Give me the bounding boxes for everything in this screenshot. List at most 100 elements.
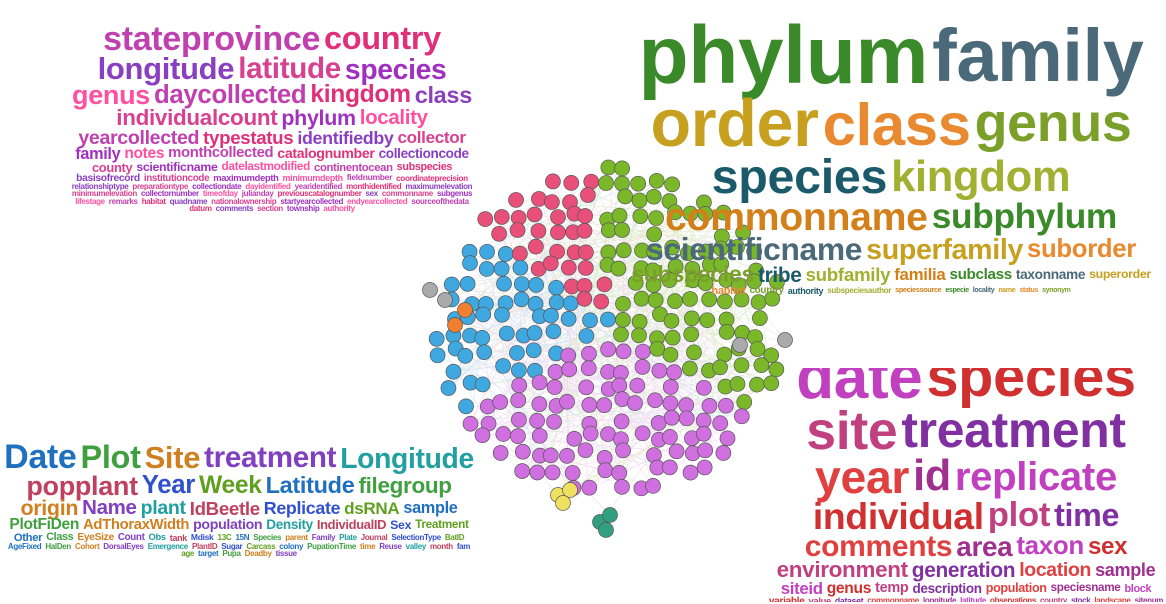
node bbox=[492, 394, 509, 410]
node bbox=[763, 375, 780, 392]
word: datelastmodified bbox=[221, 160, 311, 174]
node bbox=[664, 239, 681, 256]
edge bbox=[539, 298, 585, 456]
node bbox=[749, 341, 766, 357]
node bbox=[746, 243, 763, 260]
word: stock bbox=[1071, 596, 1091, 602]
word: locality bbox=[359, 106, 428, 130]
node bbox=[686, 344, 702, 361]
node bbox=[510, 428, 526, 445]
edge bbox=[534, 214, 738, 248]
word: Mdisk bbox=[190, 531, 214, 542]
node bbox=[459, 275, 476, 292]
node bbox=[531, 374, 548, 391]
node bbox=[495, 358, 511, 374]
word: year bbox=[815, 450, 910, 503]
word: Species bbox=[253, 533, 282, 543]
node bbox=[580, 187, 596, 203]
word: speciesname bbox=[1050, 581, 1121, 595]
word: daycollected bbox=[153, 80, 307, 109]
node bbox=[560, 347, 577, 364]
word: maximumdepth bbox=[213, 173, 279, 184]
node bbox=[509, 222, 526, 238]
word: Deadby bbox=[244, 549, 272, 559]
word: block bbox=[1124, 582, 1152, 595]
node bbox=[546, 413, 562, 430]
node bbox=[576, 291, 593, 307]
node bbox=[492, 445, 509, 461]
word: replicate bbox=[954, 454, 1117, 499]
word: landscape bbox=[1094, 596, 1131, 602]
word: population bbox=[985, 581, 1047, 596]
word: Journal bbox=[360, 533, 388, 543]
node bbox=[663, 409, 680, 426]
node bbox=[478, 261, 495, 277]
edge bbox=[521, 319, 708, 472]
node bbox=[550, 224, 566, 241]
node bbox=[645, 188, 662, 205]
word: class bbox=[822, 90, 971, 158]
word: Pupa bbox=[222, 549, 241, 559]
word: authority bbox=[323, 204, 355, 214]
word: subgenus bbox=[436, 189, 473, 199]
node bbox=[695, 425, 712, 442]
node bbox=[581, 479, 598, 496]
word: monthidentified bbox=[346, 182, 402, 192]
edge bbox=[539, 435, 658, 468]
node bbox=[610, 260, 627, 277]
node bbox=[578, 244, 594, 261]
node bbox=[548, 294, 565, 311]
word: description bbox=[912, 580, 982, 596]
edge bbox=[469, 251, 727, 406]
word: institutioncode bbox=[143, 172, 210, 184]
node bbox=[428, 330, 445, 347]
node bbox=[508, 192, 524, 208]
word: scientificname bbox=[646, 231, 863, 268]
word: Emergence bbox=[147, 541, 189, 551]
word: Year bbox=[141, 471, 196, 500]
word-cloud: phylum family order class genus species kingdo… bbox=[620, 2, 1162, 312]
node bbox=[512, 245, 528, 262]
node bbox=[646, 226, 663, 243]
word: nationalownership bbox=[211, 196, 277, 206]
word-cloud: date species site treatment year id replicate i… bbox=[766, 368, 1166, 602]
word: Density bbox=[266, 517, 313, 533]
node bbox=[560, 259, 577, 276]
word: Family bbox=[311, 533, 336, 543]
node bbox=[474, 427, 491, 443]
edge bbox=[505, 302, 590, 425]
node bbox=[600, 311, 616, 328]
node bbox=[566, 431, 583, 447]
word: Other bbox=[13, 531, 43, 544]
word: Count bbox=[117, 532, 145, 544]
edge bbox=[501, 213, 706, 270]
word: sample bbox=[403, 498, 458, 517]
node bbox=[699, 312, 716, 329]
word: commonname bbox=[665, 195, 928, 240]
node bbox=[630, 175, 647, 192]
word: observations bbox=[990, 596, 1036, 602]
node bbox=[457, 302, 473, 318]
node bbox=[511, 362, 527, 379]
node bbox=[663, 312, 680, 329]
word: status bbox=[1019, 286, 1039, 294]
node bbox=[718, 324, 735, 340]
word: AdThoraxWidth bbox=[83, 516, 190, 533]
node bbox=[542, 255, 559, 272]
node bbox=[717, 293, 733, 310]
node bbox=[476, 344, 493, 361]
word: 15N bbox=[235, 533, 250, 543]
node bbox=[632, 208, 649, 225]
word: Date bbox=[4, 438, 77, 477]
edge bbox=[569, 369, 704, 421]
edge bbox=[467, 316, 556, 373]
node bbox=[512, 259, 529, 276]
node bbox=[635, 343, 651, 360]
node bbox=[617, 188, 634, 205]
word: individualcount bbox=[116, 105, 278, 131]
word: individual bbox=[812, 494, 984, 537]
node bbox=[550, 209, 566, 225]
word: quadname bbox=[169, 196, 208, 206]
word: site bbox=[806, 400, 898, 461]
edge bbox=[470, 417, 672, 425]
